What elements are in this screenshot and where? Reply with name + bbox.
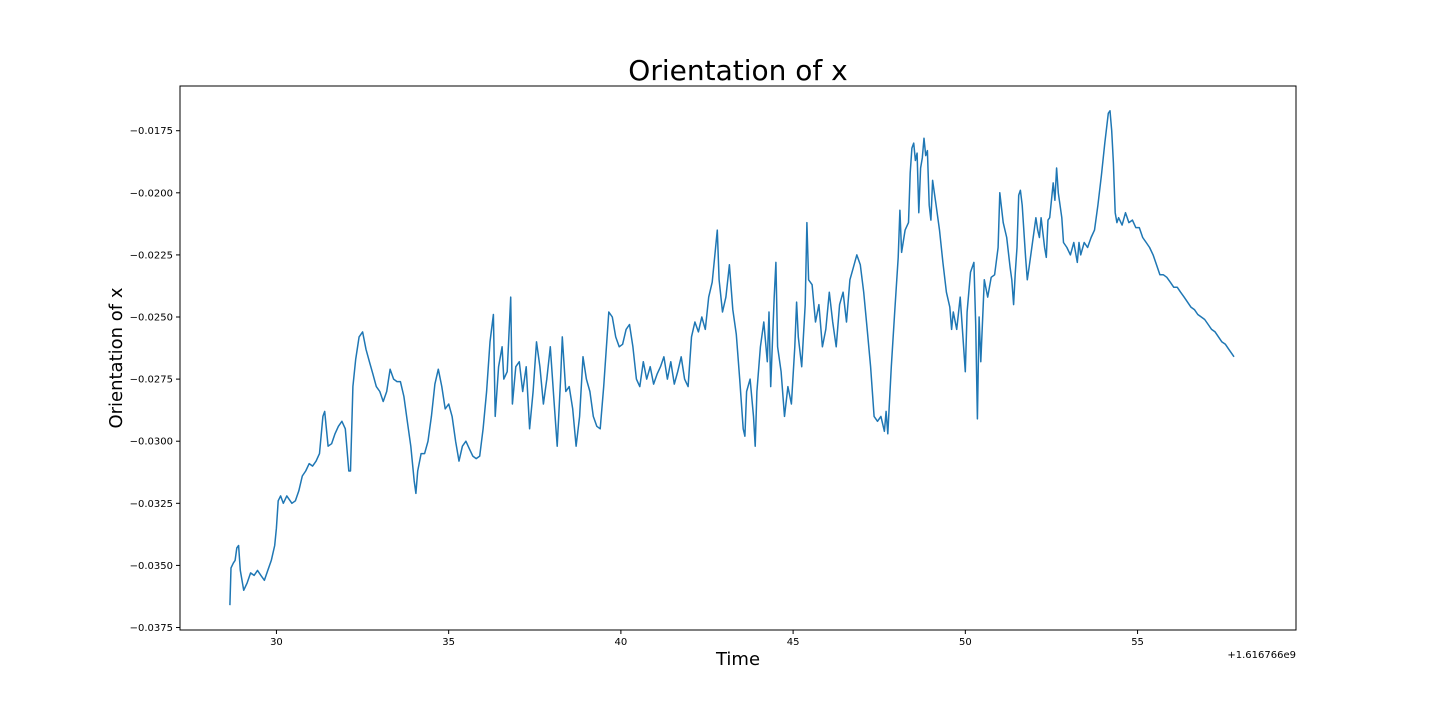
plot-area-frame bbox=[179, 85, 1297, 631]
x-tick-label: 55 bbox=[1131, 637, 1144, 648]
y-tick-label: −0.0250 bbox=[130, 313, 173, 324]
x-tick-label: 40 bbox=[615, 637, 628, 648]
series-line bbox=[229, 110, 1235, 606]
x-axis-title: Time bbox=[715, 649, 760, 670]
y-tick-label: −0.0325 bbox=[130, 499, 173, 510]
x-tick-label: 30 bbox=[270, 637, 283, 648]
x-tick-label: 45 bbox=[787, 637, 800, 648]
y-tick-label: −0.0300 bbox=[130, 437, 173, 448]
y-tick-label: −0.0200 bbox=[130, 188, 173, 199]
x-axis-offset-label: +1.616766e9 bbox=[1227, 650, 1296, 661]
x-axis-ticks: 30 35 40 45 50 55 bbox=[270, 630, 1144, 648]
y-tick-label: −0.0175 bbox=[130, 126, 173, 137]
y-axis-title: Orientation of x bbox=[106, 287, 127, 428]
x-tick-label: 50 bbox=[959, 637, 972, 648]
x-tick-label: 35 bbox=[442, 637, 455, 648]
y-tick-label: −0.0375 bbox=[130, 623, 173, 634]
y-tick-label: −0.0275 bbox=[130, 375, 173, 386]
y-axis-ticks: −0.0375 −0.0350 −0.0325 −0.0300 −0.0275 −0.02… bbox=[130, 126, 180, 634]
y-tick-label: −0.0350 bbox=[130, 561, 173, 572]
chart-title: Orientation of x bbox=[628, 54, 847, 87]
y-tick-label: −0.0225 bbox=[130, 250, 173, 261]
